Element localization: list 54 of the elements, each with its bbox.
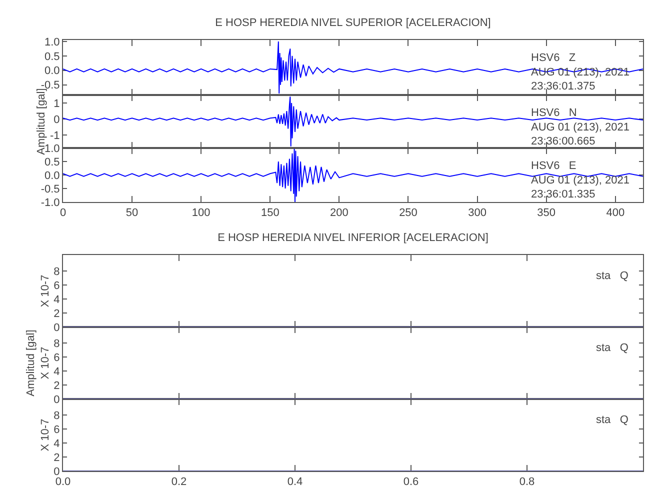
annotation: sta Q (596, 414, 629, 426)
y-tick-label: 1.0 (44, 142, 60, 155)
x-tick-label: 250 (399, 207, 418, 220)
x-tick-label: 0.2 (171, 476, 187, 488)
y-tick-label: 8 (54, 338, 60, 350)
y-tick-label: -1.0 (40, 196, 60, 209)
x-tick-label: 200 (330, 207, 348, 220)
x-tick-label: 0.4 (287, 476, 303, 488)
x-tick-label: 350 (537, 207, 556, 220)
x-tick-label: 300 (468, 207, 486, 220)
chart-title: E HOSP HEREDIA NIVEL INFERIOR [ACELERACION] (218, 232, 488, 244)
annotation: AUG 01 (213), 2021 (531, 121, 630, 134)
y-tick-label: 8 (54, 266, 60, 278)
annotation: sta Q (596, 270, 629, 282)
y-tick-label: 0 (54, 114, 60, 126)
y-tick-label: 8 (54, 410, 60, 422)
y-tick-label: 4 (54, 438, 60, 450)
y-tick-label: 2 (54, 452, 60, 464)
x-tick-label: 0.6 (403, 476, 419, 488)
y-axis-title: X 10-7 (39, 418, 52, 452)
x-tick-label: 150 (260, 207, 280, 220)
y-tick-label: 6 (54, 280, 60, 292)
y-tick-label: 0 (54, 322, 60, 334)
x-tick-label: 400 (606, 207, 625, 220)
y-tick-label: 6 (54, 424, 60, 436)
y-tick-label: 0.5 (44, 156, 60, 168)
annotation: sta Q (596, 342, 629, 354)
annotation: HSV6 Z (531, 52, 576, 64)
y-tick-label: 6 (54, 352, 60, 364)
y-tick-label: 0.0 (44, 170, 60, 182)
y-axis-title: X 10-7 (39, 274, 52, 308)
y-tick-label: 0.0 (44, 65, 60, 78)
x-tick-label: 0.8 (519, 476, 535, 488)
annotation: 23:36:01.335 (531, 188, 596, 201)
x-tick-label: 50 (126, 207, 138, 220)
y-tick-label: 2 (54, 308, 60, 320)
y-tick-label: 1 (54, 98, 60, 110)
y-tick-label: 1.0 (44, 36, 60, 48)
annotation: 23:36:01.375 (531, 80, 596, 93)
y-tick-label: 4 (54, 366, 60, 378)
y-tick-label: 0 (54, 466, 60, 478)
y-tick-label: -1 (50, 130, 60, 142)
y-tick-label: 0 (54, 394, 60, 406)
annotation: AUG 01 (213), 2021 (531, 174, 630, 186)
y-tick-label: -0.5 (40, 183, 60, 196)
x-tick-label: 100 (192, 207, 210, 220)
annotation: HSV6 E (531, 160, 576, 172)
y-axis-title: Amplitud [gal] X 10-7 (25, 330, 52, 396)
y-tick-label: 4 (54, 294, 60, 306)
y-tick-label: 0.5 (44, 50, 60, 63)
y-tick-label: 2 (54, 380, 60, 392)
annotation: HSV6 N (531, 107, 577, 119)
chart-title: E HOSP HEREDIA NIVEL SUPERIOR [ACELERACION] (215, 17, 491, 29)
annotation: 23:36:00.665 (531, 136, 596, 148)
